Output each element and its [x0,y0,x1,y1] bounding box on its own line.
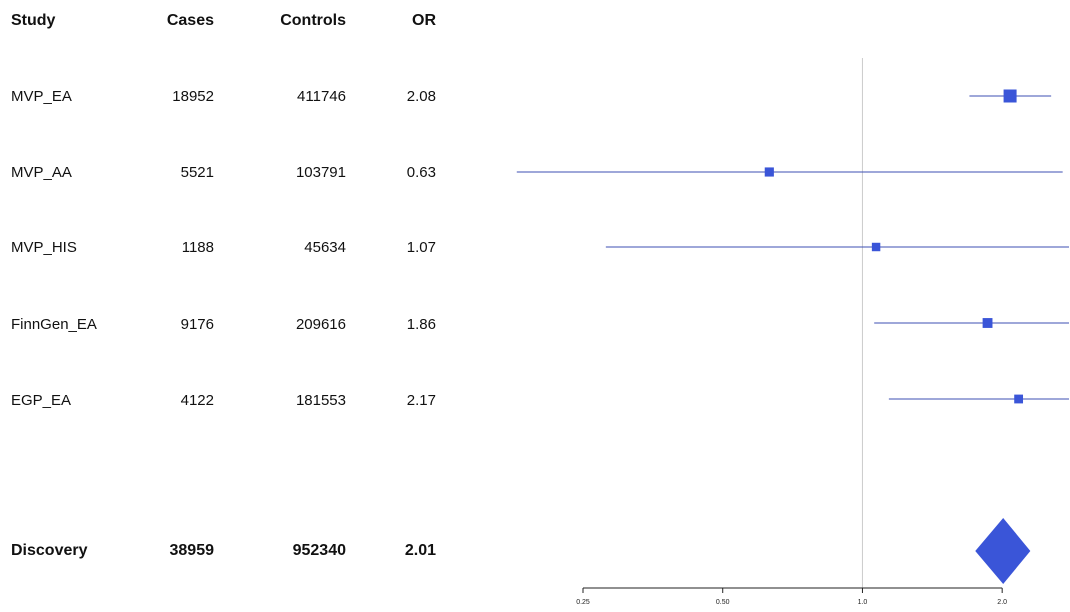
or-value: 1.07 [406,239,436,256]
controls-value: 181553 [295,392,346,409]
summary-controls: 952340 [292,542,346,559]
cases-value: 5521 [180,164,214,181]
summary-or: 2.01 [404,542,436,559]
cases-value: 1188 [181,239,214,256]
controls-value: 103791 [295,164,346,181]
controls-value: 45634 [304,239,346,256]
point-egp-ea [1014,394,1024,404]
point-mvp-his [871,242,881,252]
cases-value: 18952 [172,88,214,105]
point-finngen-ea [982,318,993,328]
summary-study: Discovery [11,542,88,559]
x-tick-label: 0.50 [716,599,730,606]
controls-value: 411746 [297,88,346,105]
study-name: MVP_AA [11,164,72,181]
cases-value: 9176 [180,316,214,333]
point-mvp-aa [764,167,774,177]
summary-diamond [975,518,1031,584]
study-name: MVP_HIS [11,239,77,256]
x-tick-label: 0.25 [576,599,590,606]
header-cases: Cases [166,12,214,29]
or-value: 2.17 [406,392,436,409]
header-controls: Controls [280,12,346,29]
header-study: Study [11,12,56,29]
x-tick-label: 2.0 [997,599,1007,606]
or-value: 0.63 [406,164,436,181]
or-value: 1.86 [406,316,436,333]
x-tick-label: 1.0 [858,599,868,606]
study-name: FinnGen_EA [11,316,97,333]
summary-cases: 38959 [169,542,215,559]
point-mvp-ea [1003,89,1017,103]
study-name: MVP_EA [11,88,72,105]
header-or: OR [412,12,436,29]
or-value: 2.08 [406,88,436,105]
study-name: EGP_EA [11,392,72,409]
controls-value: 209616 [295,316,346,333]
cases-value: 4122 [180,392,214,409]
